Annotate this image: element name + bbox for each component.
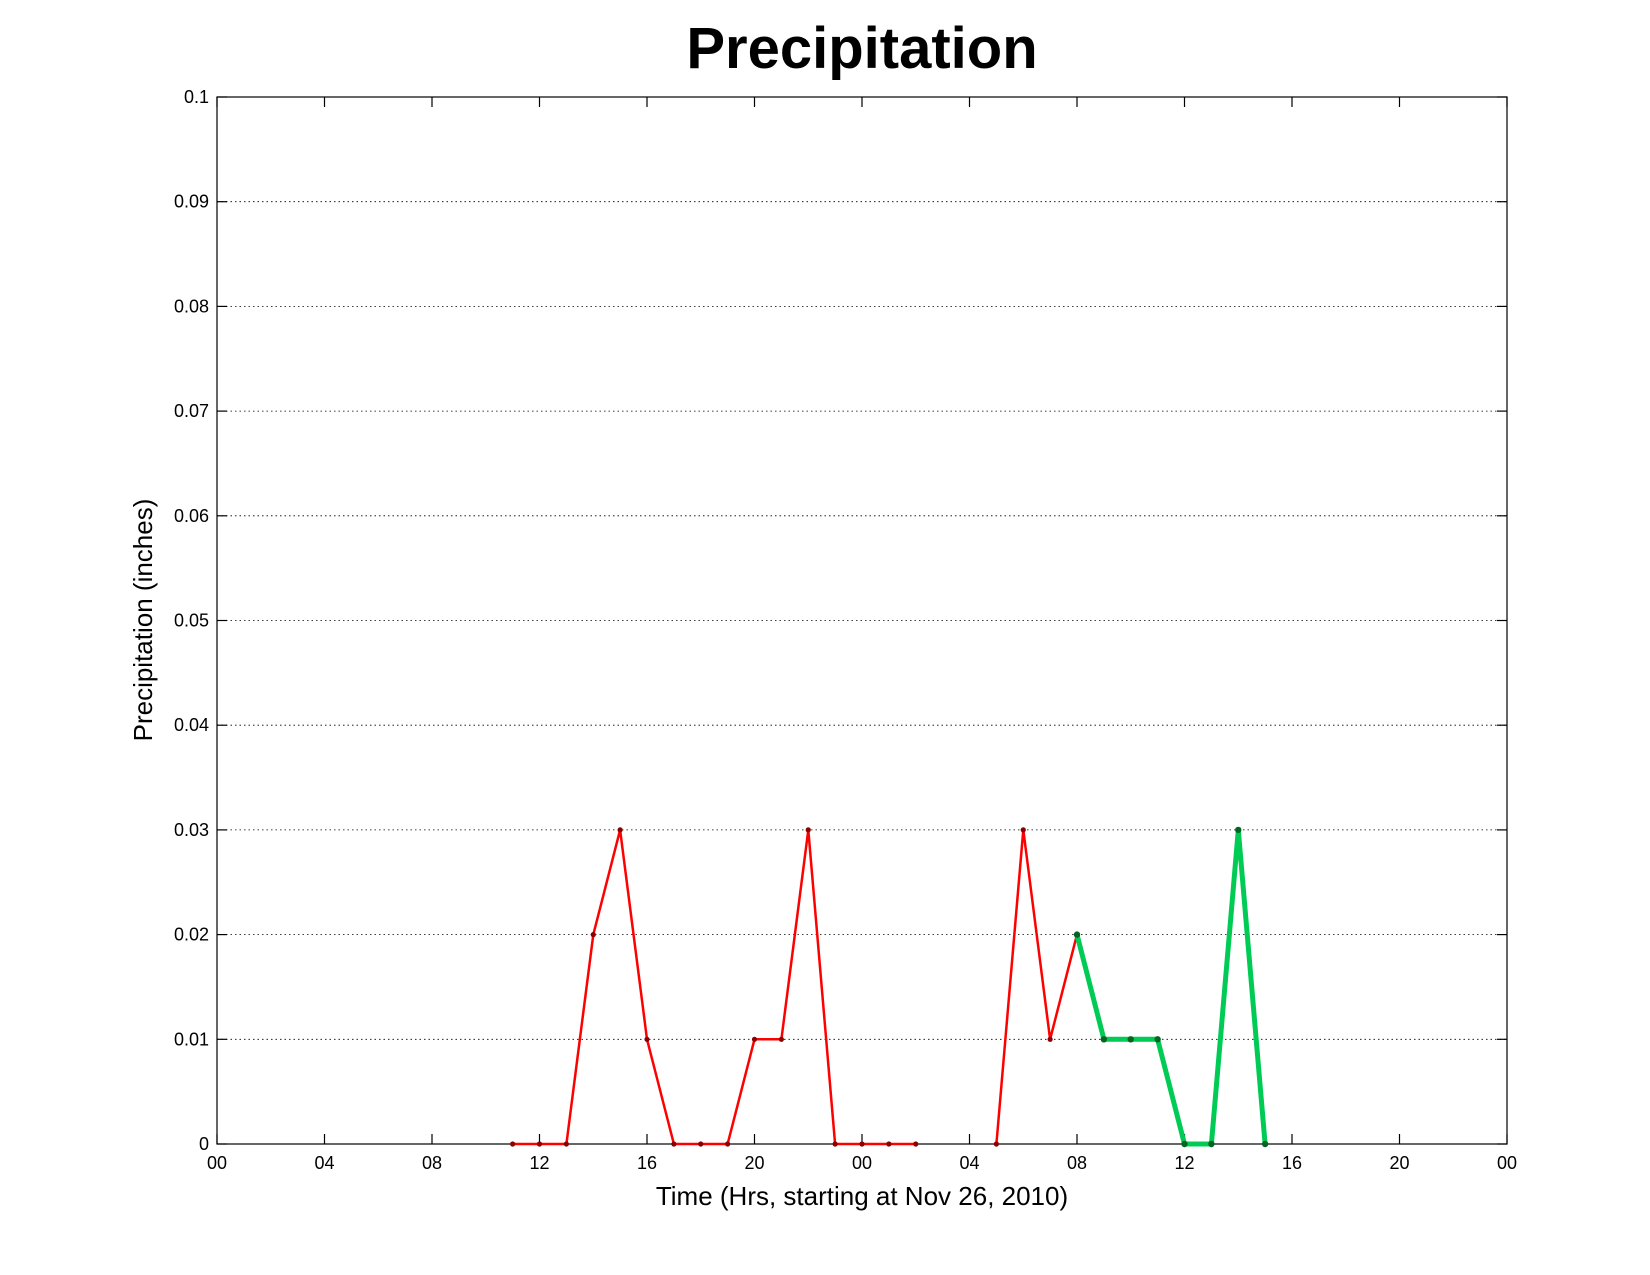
series-line-1 xyxy=(1074,827,1268,1147)
y-tick-label: 0.07 xyxy=(174,401,209,421)
data-point xyxy=(536,1141,543,1147)
data-point xyxy=(805,827,811,833)
x-tick-label: 08 xyxy=(1067,1153,1087,1173)
x-tick-label: 20 xyxy=(744,1153,764,1173)
data-point xyxy=(1127,1036,1134,1043)
data-point xyxy=(1100,1036,1108,1043)
data-point xyxy=(671,1141,677,1147)
data-point xyxy=(778,1036,784,1042)
x-tick-label: 12 xyxy=(1174,1153,1194,1173)
x-tick-label: 12 xyxy=(529,1153,549,1173)
chart-title: Precipitation xyxy=(686,16,1037,81)
data-point xyxy=(859,1141,865,1147)
data-point xyxy=(590,932,596,938)
data-point xyxy=(698,1141,704,1147)
x-tick-label: 16 xyxy=(1282,1153,1302,1173)
data-point xyxy=(563,1141,569,1147)
data-point xyxy=(617,827,623,833)
x-tick-label: 00 xyxy=(852,1153,872,1173)
data-point xyxy=(1235,826,1242,834)
y-tick-label: 0.08 xyxy=(174,296,209,316)
x-tick-label: 08 xyxy=(422,1153,442,1173)
y-axis-label: Precipitation (inches) xyxy=(128,499,158,742)
y-tick-label: 0.09 xyxy=(174,192,209,212)
x-tick-label: 00 xyxy=(207,1153,227,1173)
data-point xyxy=(913,1141,919,1147)
x-tick-label: 04 xyxy=(959,1153,979,1173)
y-tick-label: 0.02 xyxy=(174,925,209,945)
y-tick-label: 0.1 xyxy=(184,87,209,107)
data-point xyxy=(725,1141,731,1147)
y-tick-label: 0 xyxy=(199,1134,209,1154)
series-line-0 xyxy=(511,828,918,1146)
y-tick-label: 0.05 xyxy=(174,611,209,631)
x-axis-label: Time (Hrs, starting at Nov 26, 2010) xyxy=(656,1181,1068,1211)
data-point xyxy=(1073,931,1081,938)
data-point xyxy=(1020,827,1026,833)
data-point xyxy=(832,1141,838,1147)
data-point xyxy=(886,1141,892,1147)
data-point xyxy=(1261,1140,1269,1148)
y-tick-label: 0.06 xyxy=(174,506,209,526)
data-point xyxy=(510,1141,516,1147)
data-series xyxy=(510,826,1269,1148)
grid-lines xyxy=(217,201,1507,1040)
series-line-0 xyxy=(995,828,1079,1146)
x-tick-label: 20 xyxy=(1389,1153,1409,1173)
data-point xyxy=(1154,1036,1161,1043)
axis-ticks: 0 0.01 0.02 0.03 0.04 0.05 0.06 0.07 0.08 0.09 0.1… xyxy=(174,87,1517,1173)
y-tick-label: 0.03 xyxy=(174,820,209,840)
x-tick-label: 16 xyxy=(637,1153,657,1173)
data-point xyxy=(993,1141,999,1147)
data-point xyxy=(644,1036,650,1042)
data-point xyxy=(1181,1140,1188,1148)
x-tick-label: 00 xyxy=(1497,1153,1517,1173)
y-tick-label: 0.04 xyxy=(174,715,209,735)
x-tick-label: 04 xyxy=(314,1153,334,1173)
data-point xyxy=(1047,1036,1053,1042)
data-point xyxy=(1208,1140,1215,1148)
y-tick-label: 0.01 xyxy=(174,1029,209,1049)
data-point xyxy=(751,1036,758,1042)
